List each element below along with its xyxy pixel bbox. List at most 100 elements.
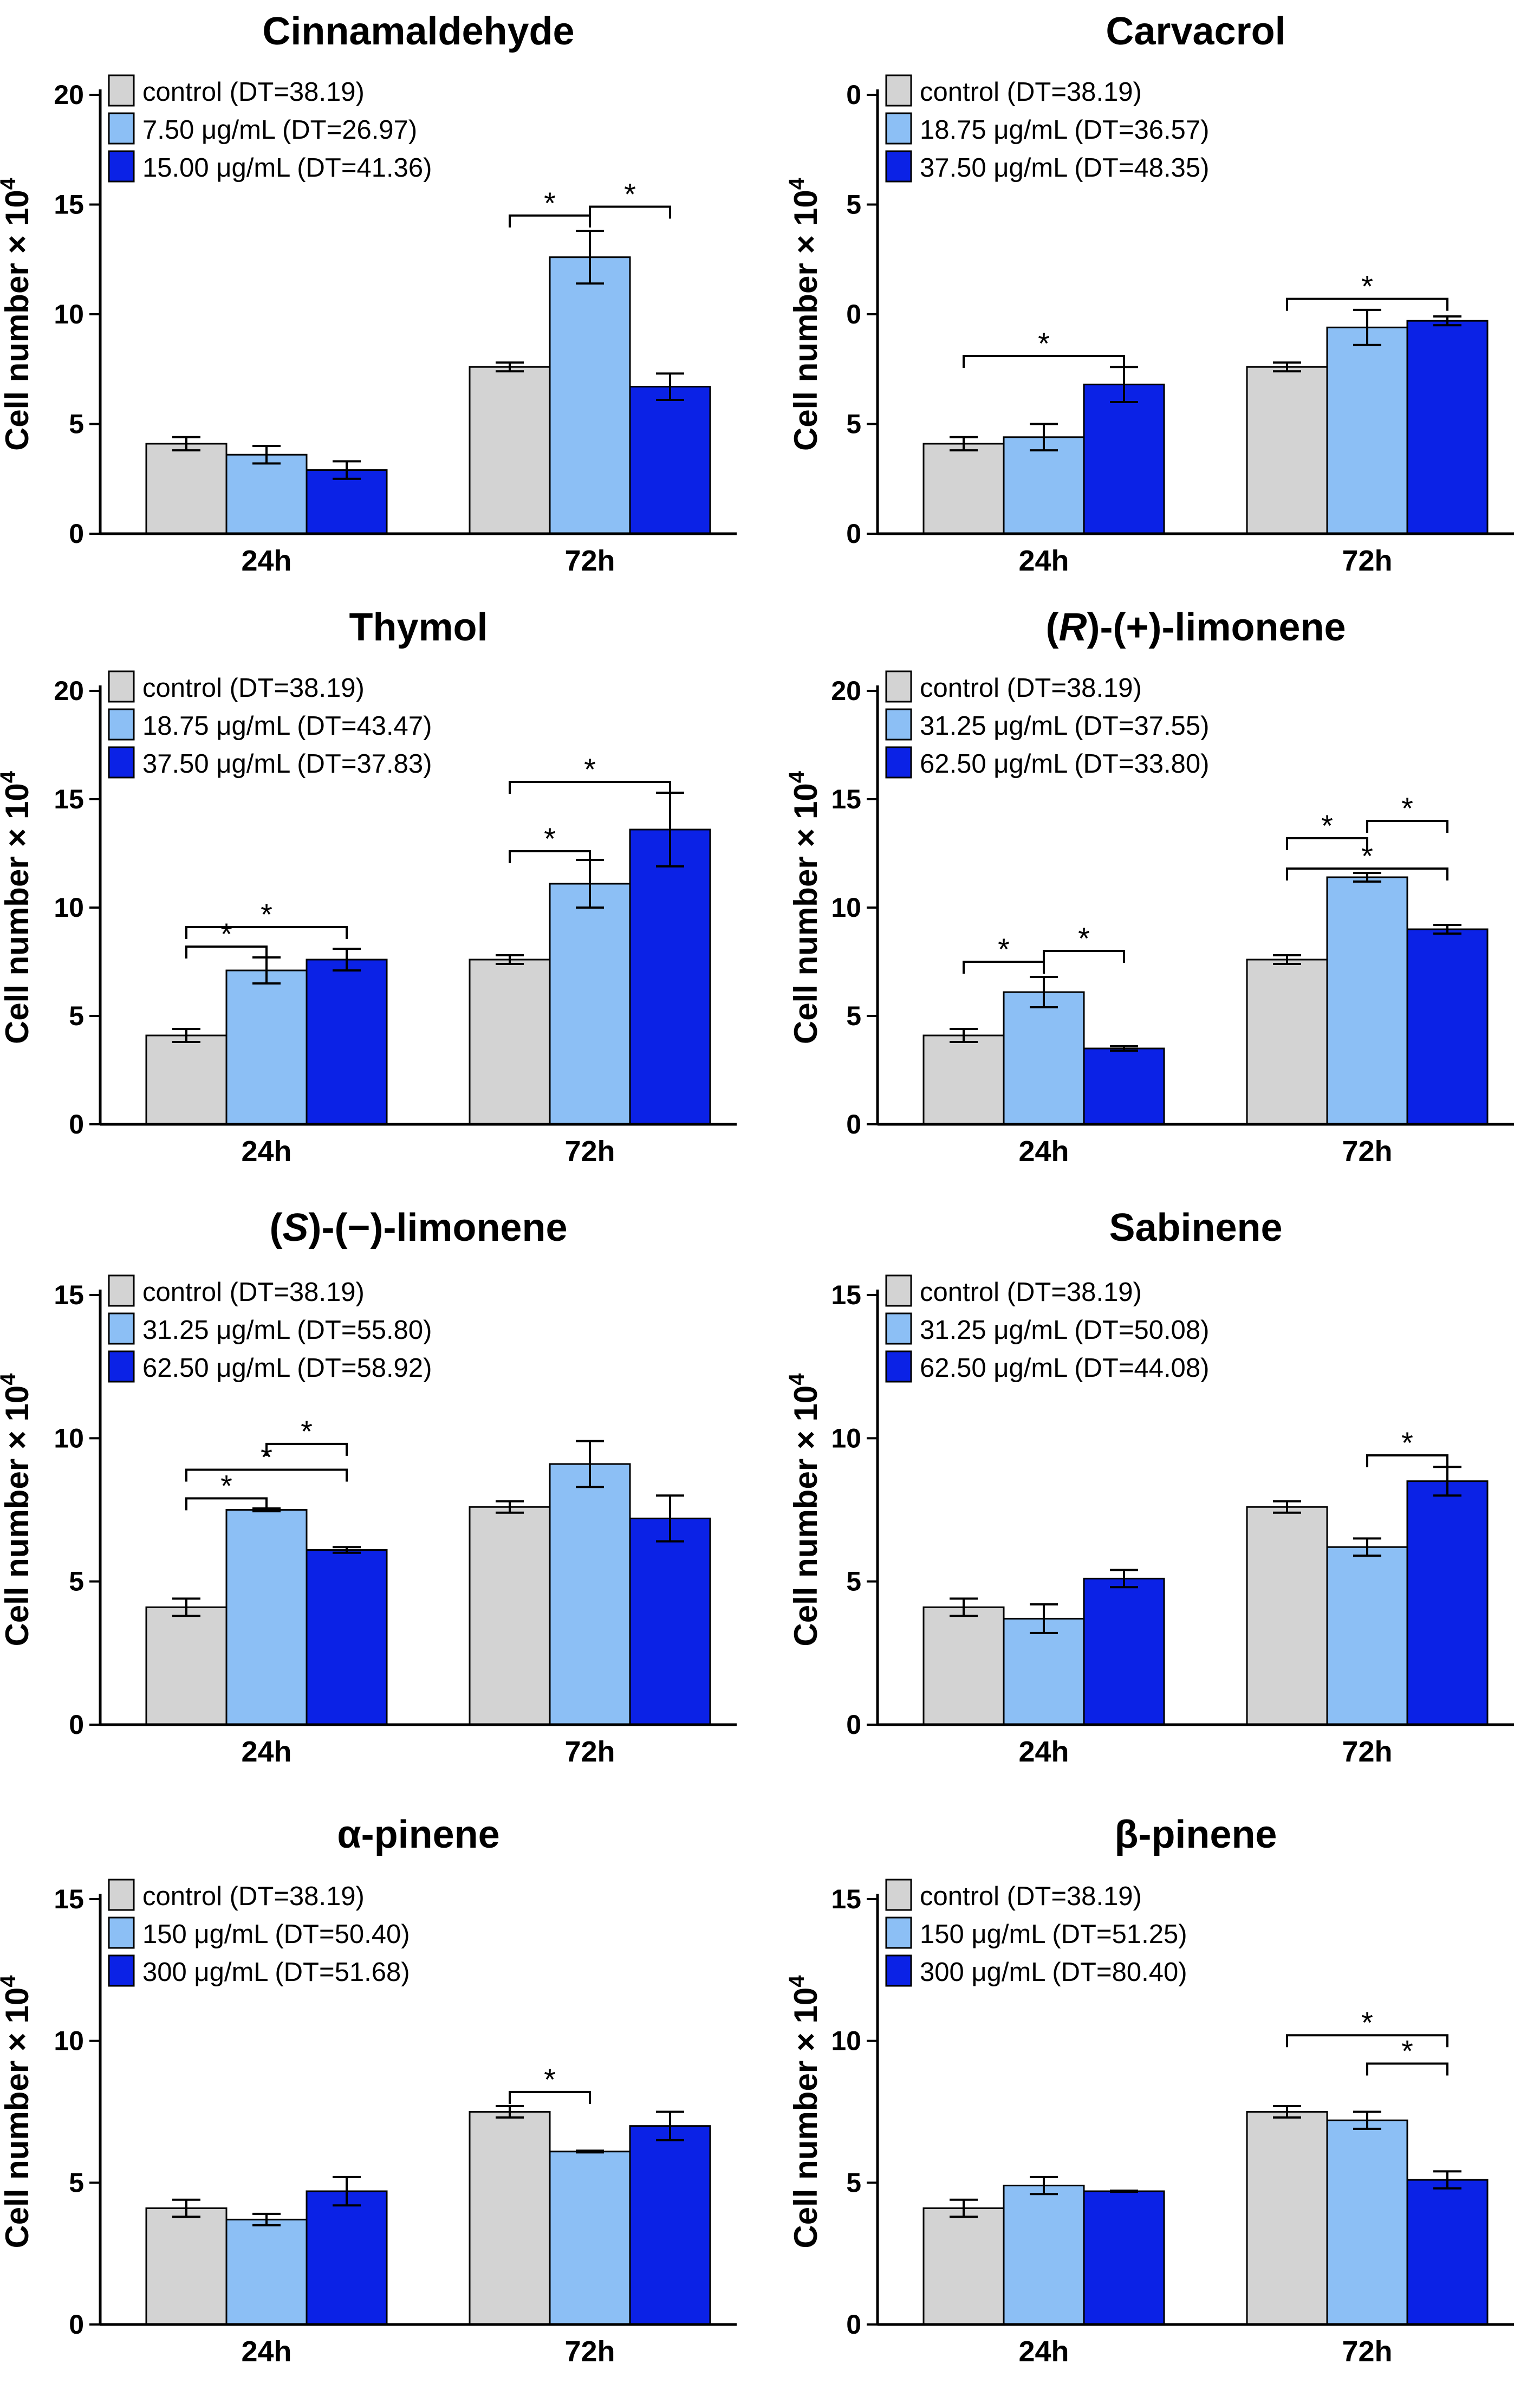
bar [145,1606,228,1726]
x-tick-label: 72h [1342,545,1392,577]
bar [1326,326,1408,535]
y-tick-label: 10 [54,892,84,923]
error-bar [656,1494,684,1543]
significance-line [509,781,671,794]
significance-line [185,946,268,959]
error-bar [1273,2105,1301,2119]
error-bar [950,436,978,452]
legend-swatch [885,112,912,145]
bar [1003,2185,1085,2326]
legend-item: 62.50 μg/mL (DT=58.92) [108,1350,432,1383]
legend-label: 62.50 μg/mL (DT=33.80) [920,749,1209,779]
y-tick-label: 10 [831,2026,861,2056]
chart-panel: (R)-(+)-limonene * * * * * 0 5 10 15 20 24h 72h Cell … [785,606,1514,1168]
bar [1246,1506,1328,1726]
error-bar [172,436,200,452]
error-bar [1030,1603,1058,1634]
bar [922,1606,1005,1726]
y-tick-label: 10 [831,892,861,923]
y-axis-label-main: Cell number × 10 [0,1987,35,2249]
chart-panel: (S)-(−)-limonene * * * 0 5 10 15 24h 72h Cell numb… [0,1206,737,1768]
significance-line [185,1497,268,1511]
legend-label: 7.50 μg/mL (DT=26.97) [142,115,417,145]
error-bar [1433,315,1461,327]
significance-bracket: * [1366,1426,1448,1468]
error-bar [252,2212,281,2226]
y-tick-label: 5 [69,1566,84,1597]
significance-star: * [1401,1426,1413,1460]
error-bar [950,1597,978,1617]
x-tick-label: 72h [1342,1736,1392,1768]
chart-title-part: ( [1046,606,1059,649]
legend-label: control (DT=38.19) [920,674,1142,703]
y-tick-label: 0 [846,519,861,549]
error-bar [1353,308,1381,346]
y-axis-label-main: Cell number × 10 [0,1385,35,1647]
bar [1406,320,1489,535]
error-bar [333,460,361,480]
bar [225,2218,308,2326]
error-bar [1110,1569,1138,1589]
significance-bracket: * [185,1440,348,1482]
significance-line [509,214,591,228]
y-tick-label: 0 [69,1709,84,1740]
y-axis-label-main: Cell number × 10 [0,783,35,1044]
y-tick-label: 15 [831,784,861,814]
significance-bracket: * [509,821,591,863]
error-bar [1030,423,1058,452]
bar [306,1549,388,1726]
bar [1406,928,1489,1125]
legend-label: 18.75 μg/mL (DT=36.57) [920,115,1209,145]
x-tick-label: 24h [1018,545,1069,577]
error-bar [950,1028,978,1043]
significance-star: * [624,177,636,211]
legend-label: 31.25 μg/mL (DT=55.80) [142,1316,432,1345]
chart-title: β-pinene [1115,1813,1277,1856]
legend-swatch [108,1916,135,1949]
legend-label: control (DT=38.19) [920,1882,1142,1911]
y-tick-label: 15 [54,1280,84,1310]
legend-item: control (DT=38.19) [885,1274,1142,1307]
legend-swatch [885,1274,912,1307]
bar [1246,2111,1328,2326]
significance-bracket: * [185,1468,268,1511]
legend-item: 150 μg/mL (DT=50.40) [108,1916,410,1949]
legend-item: control (DT=38.19) [108,74,365,107]
y-tick-label: 0 [69,2309,84,2340]
legend-label: 37.50 μg/mL (DT=37.83) [142,749,432,779]
legend-label: 62.50 μg/mL (DT=58.92) [142,1354,432,1383]
legend-label: 150 μg/mL (DT=50.40) [142,1920,410,1949]
error-bar [576,2149,604,2154]
y-tick-label: 5 [69,2167,84,2198]
error-bar [576,1440,604,1488]
legend-item: 7.50 μg/mL (DT=26.97) [108,112,417,145]
legend-label: control (DT=38.19) [142,77,365,107]
y-tick-label: 0 [846,80,861,110]
bar [469,1506,551,1726]
legend-item: 18.75 μg/mL (DT=43.47) [108,708,432,741]
significance-star: * [1361,269,1373,303]
significance-line [1286,2034,1448,2048]
y-tick-label: 5 [846,2167,861,2198]
x-tick-label: 24h [1018,1135,1069,1168]
legend-item: 18.75 μg/mL (DT=36.57) [885,112,1209,145]
significance-star: * [1038,326,1050,360]
y-axis-label: Cell number × 104 [785,1373,824,1647]
bar [922,1034,1005,1125]
significance-star: * [544,821,556,856]
bar [225,969,308,1125]
significance-star: * [1321,808,1333,843]
significance-star: * [1401,791,1413,825]
error-bar [576,230,604,285]
error-bar [1273,954,1301,965]
bar [1406,2179,1489,2326]
legend-label: control (DT=38.19) [920,1278,1142,1307]
bar [1003,991,1085,1125]
legend-item: control (DT=38.19) [885,670,1142,703]
significance-star: * [1361,839,1373,873]
legend-item: 37.50 μg/mL (DT=37.83) [108,746,432,779]
legend-label: 300 μg/mL (DT=51.68) [142,1958,410,1987]
bar [469,366,551,535]
significance-line [1366,1454,1448,1468]
